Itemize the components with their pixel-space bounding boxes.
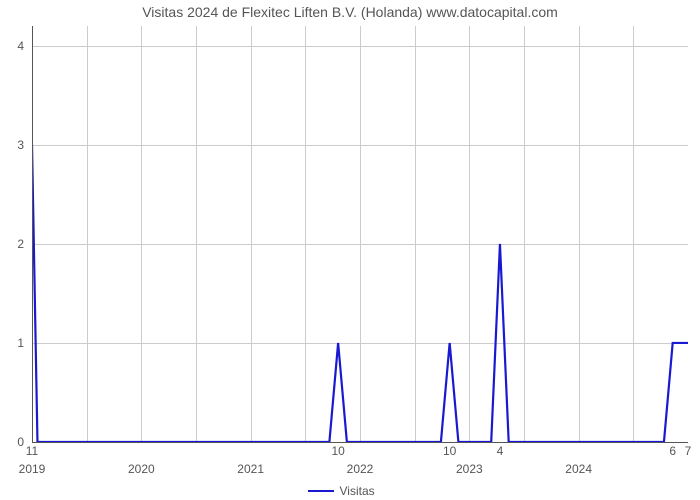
axis-bottom — [32, 442, 688, 443]
y-tick-label: 1 — [17, 336, 24, 350]
legend-label: Visitas — [340, 484, 375, 498]
plot-area — [32, 26, 688, 442]
legend: Visitas — [308, 484, 375, 498]
chart-figure: Visitas 2024 de Flexitec Liften B.V. (Ho… — [0, 0, 700, 500]
x-tick-label: 2020 — [128, 462, 155, 476]
series-line — [32, 26, 688, 442]
annotation-label: 10 — [331, 444, 344, 458]
x-tick-label: 2019 — [19, 462, 46, 476]
annotation-label: 4 — [497, 444, 504, 458]
x-tick-label: 2022 — [347, 462, 374, 476]
axis-left — [32, 26, 33, 442]
annotation-label: 6 — [669, 444, 676, 458]
x-tick-label: 2021 — [237, 462, 264, 476]
annotation-label: 10 — [443, 444, 456, 458]
y-tick-label: 2 — [17, 237, 24, 251]
y-tick-label: 4 — [17, 39, 24, 53]
y-tick-label: 0 — [17, 435, 24, 449]
legend-swatch — [308, 490, 334, 492]
chart-title: Visitas 2024 de Flexitec Liften B.V. (Ho… — [0, 4, 700, 20]
x-tick-label: 2023 — [456, 462, 483, 476]
x-tick-label: 2024 — [565, 462, 592, 476]
y-tick-label: 3 — [17, 138, 24, 152]
annotation-label: 7 — [685, 444, 692, 458]
plot-clip — [32, 26, 688, 442]
annotation-label: 11 — [26, 444, 38, 458]
